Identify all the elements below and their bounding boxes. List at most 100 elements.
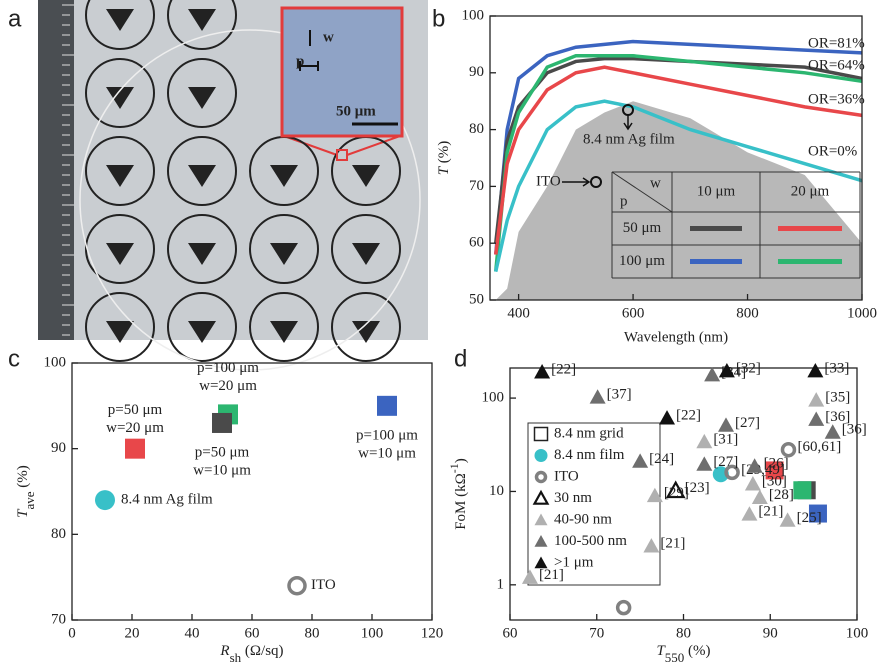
axis-label-part: ave — [22, 491, 37, 509]
marker — [808, 392, 824, 406]
legend-label: 8.4 nm film — [554, 447, 625, 463]
table-column: 20 μm — [791, 183, 830, 199]
y-tick-label: 70 — [51, 611, 66, 627]
x-tick-label: 70 — [589, 625, 604, 641]
marker — [696, 434, 712, 448]
axis-label-part: (Ω/sq) — [241, 643, 283, 659]
axis-label-part: R — [219, 643, 229, 659]
point-label: 8.4 nm Ag film — [121, 492, 213, 508]
ref-label: [28] — [769, 487, 794, 503]
marker — [752, 490, 768, 504]
marker — [741, 506, 757, 520]
table-row: 50 μm — [623, 220, 662, 236]
legend-label: 100-500 nm — [554, 533, 627, 549]
ref-label: [35] — [825, 390, 850, 406]
x-tick-label: 90 — [763, 625, 778, 641]
legend-label: 40-90 nm — [554, 511, 612, 527]
point-label: w=20 μm — [199, 378, 257, 394]
x-tick-label: 1000 — [847, 305, 877, 321]
legend-label: >1 μm — [554, 554, 594, 570]
point-label: ITO — [311, 577, 336, 593]
x-tick-label: 20 — [125, 625, 140, 641]
marker — [95, 490, 115, 510]
ref-label: [21] — [758, 504, 783, 520]
panel-label: c — [8, 345, 20, 372]
y-tick-label: 10 — [489, 483, 504, 499]
axis-label-part: 550 — [665, 650, 685, 665]
ref-label: [27] — [735, 415, 760, 431]
marker — [212, 413, 232, 433]
y-tick-label: 1 — [497, 576, 505, 592]
point-label: w=10 μm — [358, 445, 416, 461]
axis-label-part: (%) — [15, 465, 31, 491]
x-tick-label: 800 — [736, 305, 759, 321]
marker — [289, 578, 305, 594]
axis-label-part: (%) — [684, 643, 710, 659]
annotation: OR=81% — [808, 35, 865, 51]
ref-label: [24] — [649, 451, 674, 467]
x-tick-label: 80 — [676, 625, 691, 641]
axis-label-part: FoM (kΩ — [453, 473, 469, 530]
axis-label: Tave (%) — [15, 465, 37, 518]
point-label: w=10 μm — [193, 462, 251, 478]
marker — [718, 417, 734, 431]
x-tick-label: 100 — [846, 625, 869, 641]
panel-label: d — [454, 345, 467, 372]
table-row: 100 μm — [619, 253, 665, 269]
table-w: w — [650, 175, 661, 191]
ref-label: [26] — [764, 456, 789, 472]
x-tick-label: 0 — [68, 625, 76, 641]
x-tick-label: 400 — [507, 305, 530, 321]
axis-label: Wavelength (nm) — [624, 329, 728, 345]
x-tick-label: 100 — [361, 625, 384, 641]
table-p: p — [620, 193, 628, 209]
marker — [618, 602, 630, 614]
scale-bar: 50 μm — [336, 103, 376, 119]
ref-label: [29] — [664, 485, 689, 501]
y-tick-label: 70 — [469, 178, 484, 194]
annotation: OR=0% — [808, 143, 857, 159]
x-tick-label: 60 — [245, 625, 260, 641]
axis-label: T (%) — [436, 141, 452, 176]
y-tick-label: 80 — [469, 121, 484, 137]
marker — [793, 481, 811, 499]
x-tick-label: 120 — [421, 625, 444, 641]
marker — [534, 364, 550, 378]
ref-label: [31] — [713, 431, 738, 447]
ref-label: [37] — [607, 387, 632, 403]
marker — [659, 410, 675, 424]
axis-label-part: (%) — [436, 141, 452, 167]
marker — [535, 449, 548, 462]
ref-label: [21] — [660, 536, 685, 552]
axis-label-part: ) — [453, 458, 469, 463]
legend-label: ITO — [554, 468, 579, 484]
ref-label: [36] — [842, 422, 867, 438]
ref-label: [33] — [824, 360, 849, 376]
axis-label: Rsh (Ω/sq) — [219, 643, 283, 665]
point-label: p=50 μm — [108, 402, 163, 418]
annotation: ITO — [536, 173, 561, 189]
marker — [782, 444, 794, 456]
annotation: OR=64% — [808, 57, 865, 73]
y-tick-label: 90 — [469, 64, 484, 80]
ref-label: [32] — [736, 360, 761, 376]
photo: wp50 μm — [38, 0, 428, 370]
marker — [590, 389, 606, 403]
axis-label-part: -1 — [447, 463, 461, 473]
y-tick-label: 100 — [462, 7, 485, 23]
figure: wp50 μm a b c d 400600800100050607080901… — [0, 0, 878, 668]
x-tick-label: 40 — [185, 625, 200, 641]
annotation: OR=36% — [808, 91, 865, 107]
x-tick-label: 80 — [305, 625, 320, 641]
marker — [808, 411, 824, 425]
ruler — [38, 0, 74, 340]
ref-label: [27] — [713, 454, 738, 470]
spectrum-area — [496, 101, 862, 300]
ref-label: [22] — [676, 408, 701, 424]
y-tick-label: 100 — [482, 390, 505, 406]
ref-label: [25] — [797, 510, 822, 526]
point-label: w=20 μm — [106, 420, 164, 436]
point-label: p=50 μm — [195, 444, 250, 460]
marker — [377, 396, 397, 416]
y-tick-label: 100 — [44, 354, 67, 370]
